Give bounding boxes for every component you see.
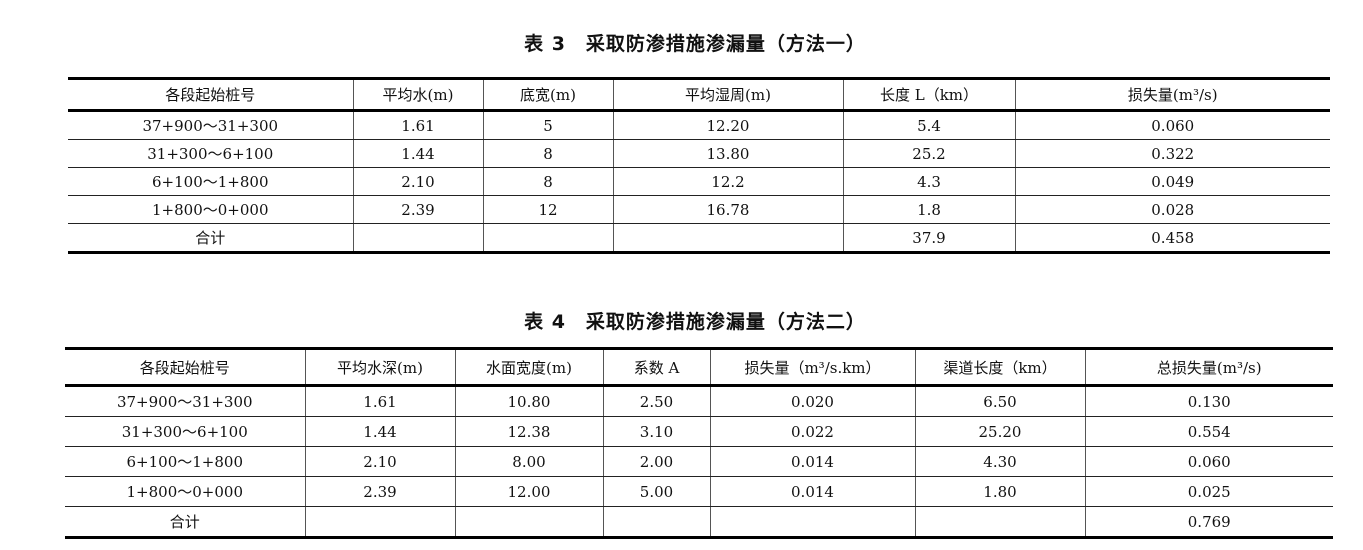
- table-cell: [352, 223, 484, 254]
- table-cell: 6+100～1+800: [68, 167, 354, 196]
- table-cell: 2.39: [304, 476, 456, 507]
- table-cell: 0.322: [1014, 139, 1330, 168]
- table-cell: 1+800～0+000: [68, 195, 354, 224]
- table4: 各段起始桩号 平均水深(m) 水面宽度(m) 系数 A 损失量（m³/s.km） 渠道长度…: [65, 347, 1333, 539]
- table-row: 1+800～0+000 2.39 12.00 5.00 0.014 1.80 0.025: [65, 476, 1333, 507]
- table-cell: 0.130: [1084, 385, 1333, 417]
- table-row: 37+900～31+300 1.61 5 12.20 5.4 0.060: [68, 110, 1330, 140]
- table-cell: 2.10: [304, 446, 456, 477]
- total-row: 合计 37.9 0.458: [68, 223, 1330, 254]
- table-cell: 5.4: [842, 110, 1016, 140]
- table-cell: [304, 506, 456, 539]
- table-cell: 0.769: [1084, 506, 1333, 539]
- table-cell: 12.00: [454, 476, 604, 507]
- table-cell: 8: [482, 139, 614, 168]
- table-cell: 1.61: [352, 110, 484, 140]
- table-cell: 0.060: [1084, 446, 1333, 477]
- table-cell: [612, 223, 844, 254]
- table-cell: 合计: [65, 506, 306, 539]
- total-row: 合计 0.769: [65, 506, 1333, 539]
- table-cell: 12: [482, 195, 614, 224]
- table-cell: 37.9: [842, 223, 1016, 254]
- table-row: 31+300～6+100 1.44 8 13.80 25.2 0.322: [68, 139, 1330, 168]
- table-cell: 1.44: [304, 416, 456, 447]
- column-header: 长度 L（km）: [842, 77, 1016, 112]
- column-header: 底宽(m): [482, 77, 614, 112]
- table-cell: 合计: [68, 223, 354, 254]
- column-header: 水面宽度(m): [454, 347, 604, 387]
- table-cell: 6.50: [914, 385, 1086, 417]
- table-cell: 0.020: [709, 385, 916, 417]
- table-cell: 0.060: [1014, 110, 1330, 140]
- table-cell: 6+100～1+800: [65, 446, 306, 477]
- table-cell: 5.00: [602, 476, 711, 507]
- table-row: 37+900～31+300 1.61 10.80 2.50 0.020 6.50 0.130: [65, 385, 1333, 417]
- table-cell: 0.025: [1084, 476, 1333, 507]
- table-cell: 31+300～6+100: [68, 139, 354, 168]
- column-header: 系数 A: [602, 347, 711, 387]
- table-cell: 1.61: [304, 385, 456, 417]
- table-cell: 4.3: [842, 167, 1016, 196]
- table-cell: 8.00: [454, 446, 604, 477]
- table-cell: 0.014: [709, 446, 916, 477]
- table3: 各段起始桩号 平均水(m) 底宽(m) 平均湿周(m) 长度 L（km） 损失量(m³/s…: [68, 77, 1330, 254]
- table-cell: 0.014: [709, 476, 916, 507]
- column-header: 损失量(m³/s): [1014, 77, 1330, 112]
- column-header: 平均湿周(m): [612, 77, 844, 112]
- table-cell: 5: [482, 110, 614, 140]
- table-row: 31+300～6+100 1.44 12.38 3.10 0.022 25.20 0.554: [65, 416, 1333, 447]
- table-cell: 2.00: [602, 446, 711, 477]
- header-row: 各段起始桩号 平均水(m) 底宽(m) 平均湿周(m) 长度 L（km） 损失量(m³/s…: [68, 77, 1330, 112]
- table4-title: 表 4 采取防渗措施渗漏量（方法二）: [524, 311, 866, 333]
- table-cell: 1.8: [842, 195, 1016, 224]
- table-cell: 25.2: [842, 139, 1016, 168]
- table-cell: 10.80: [454, 385, 604, 417]
- table-cell: 16.78: [612, 195, 844, 224]
- table-cell: 2.39: [352, 195, 484, 224]
- table3-title: 表 3 采取防渗措施渗漏量（方法一）: [524, 33, 866, 55]
- table-cell: 13.80: [612, 139, 844, 168]
- table-cell: 37+900～31+300: [65, 385, 306, 417]
- column-header: 损失量（m³/s.km）: [709, 347, 916, 387]
- header-row: 各段起始桩号 平均水深(m) 水面宽度(m) 系数 A 损失量（m³/s.km） 渠道长度…: [65, 347, 1333, 387]
- table-cell: 0.022: [709, 416, 916, 447]
- table-cell: 0.028: [1014, 195, 1330, 224]
- column-header: 总损失量(m³/s): [1084, 347, 1333, 387]
- table-cell: 31+300～6+100: [65, 416, 306, 447]
- table-cell: 8: [482, 167, 614, 196]
- column-header: 渠道长度（km）: [914, 347, 1086, 387]
- column-header: 平均水深(m): [304, 347, 456, 387]
- table-cell: 0.049: [1014, 167, 1330, 196]
- column-header: 各段起始桩号: [68, 77, 354, 112]
- column-header: 各段起始桩号: [65, 347, 306, 387]
- table-row: 6+100～1+800 2.10 8.00 2.00 0.014 4.30 0.060: [65, 446, 1333, 477]
- table-cell: 12.38: [454, 416, 604, 447]
- table-cell: [602, 506, 711, 539]
- table-cell: 25.20: [914, 416, 1086, 447]
- table-cell: [454, 506, 604, 539]
- table-cell: 12.20: [612, 110, 844, 140]
- table-cell: 1.80: [914, 476, 1086, 507]
- table-cell: 0.458: [1014, 223, 1330, 254]
- column-header: 平均水(m): [352, 77, 484, 112]
- table-cell: 4.30: [914, 446, 1086, 477]
- table-row: 6+100～1+800 2.10 8 12.2 4.3 0.049: [68, 167, 1330, 196]
- table-cell: [914, 506, 1086, 539]
- table-cell: 0.554: [1084, 416, 1333, 447]
- table-row: 1+800～0+000 2.39 12 16.78 1.8 0.028: [68, 195, 1330, 224]
- table-cell: 1.44: [352, 139, 484, 168]
- table-cell: 3.10: [602, 416, 711, 447]
- table-cell: 2.50: [602, 385, 711, 417]
- table-cell: 1+800～0+000: [65, 476, 306, 507]
- table-cell: 12.2: [612, 167, 844, 196]
- table-cell: [482, 223, 614, 254]
- table-cell: 2.10: [352, 167, 484, 196]
- table-cell: [709, 506, 916, 539]
- table-cell: 37+900～31+300: [68, 110, 354, 140]
